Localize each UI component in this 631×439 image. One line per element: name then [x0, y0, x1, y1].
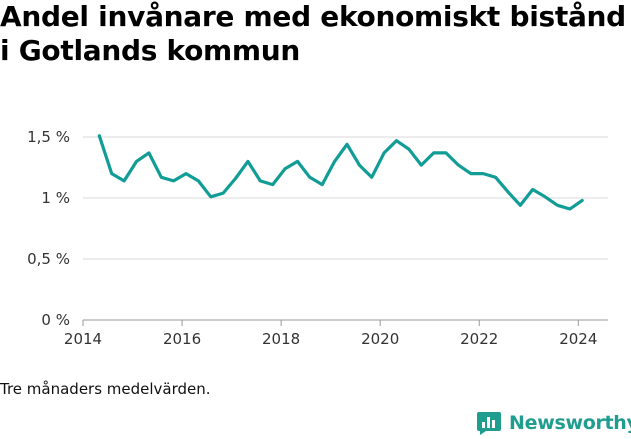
- y-tick-label: 0,5 %: [27, 250, 70, 268]
- chart-title: Andel invånare med ekonomiskt bistånd i …: [0, 0, 626, 67]
- newsworthy-brand[interactable]: Newsworthy: [476, 408, 631, 438]
- series-lines: [97, 134, 584, 211]
- y-tick-label: 1,5 %: [27, 128, 70, 146]
- x-tick-label: 2018: [262, 330, 300, 348]
- brand-name: Newsworthy: [509, 412, 631, 434]
- y-axis-tick-labels: 0 % 0,5 % 1 % 1,5 %: [27, 128, 70, 329]
- y-tick-label: 1 %: [41, 189, 70, 207]
- x-tick-label: 2020: [361, 330, 399, 348]
- chart-caption: Tre månaders medelvärden.: [0, 380, 211, 398]
- x-tick-label: 2016: [163, 330, 201, 348]
- line-chart: 0 % 0,5 % 1 % 1,5 % 2014 2016 2018 2020 2022 202…: [27, 128, 608, 348]
- series-line: [97, 134, 584, 211]
- grid-lines: [82, 136, 608, 326]
- x-axis-tick-labels: 2014 2016 2018 2020 2022 2024: [64, 330, 597, 348]
- x-tick-label: 2014: [64, 330, 102, 348]
- x-tick-label: 2024: [559, 330, 597, 348]
- newsworthy-logo-icon: [477, 412, 501, 435]
- y-tick-label: 0 %: [41, 311, 70, 329]
- x-tick-label: 2022: [460, 330, 498, 348]
